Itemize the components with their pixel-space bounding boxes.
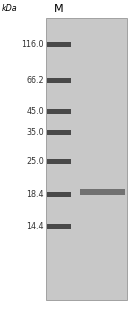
Bar xyxy=(47,192,71,197)
Text: 35.0: 35.0 xyxy=(26,128,44,137)
Text: M: M xyxy=(54,4,64,14)
Text: 18.4: 18.4 xyxy=(26,190,44,199)
Bar xyxy=(47,77,71,83)
Text: 45.0: 45.0 xyxy=(26,107,44,115)
Bar xyxy=(47,130,71,135)
Bar xyxy=(47,109,71,114)
Text: 66.2: 66.2 xyxy=(26,76,44,85)
Bar xyxy=(47,159,71,164)
Bar xyxy=(47,42,71,47)
Bar xyxy=(80,189,125,195)
Text: 25.0: 25.0 xyxy=(26,157,44,166)
Text: 116.0: 116.0 xyxy=(21,40,44,49)
Text: 14.4: 14.4 xyxy=(26,222,44,231)
Bar xyxy=(46,18,127,300)
Bar xyxy=(47,224,71,229)
Text: kDa: kDa xyxy=(2,4,18,13)
